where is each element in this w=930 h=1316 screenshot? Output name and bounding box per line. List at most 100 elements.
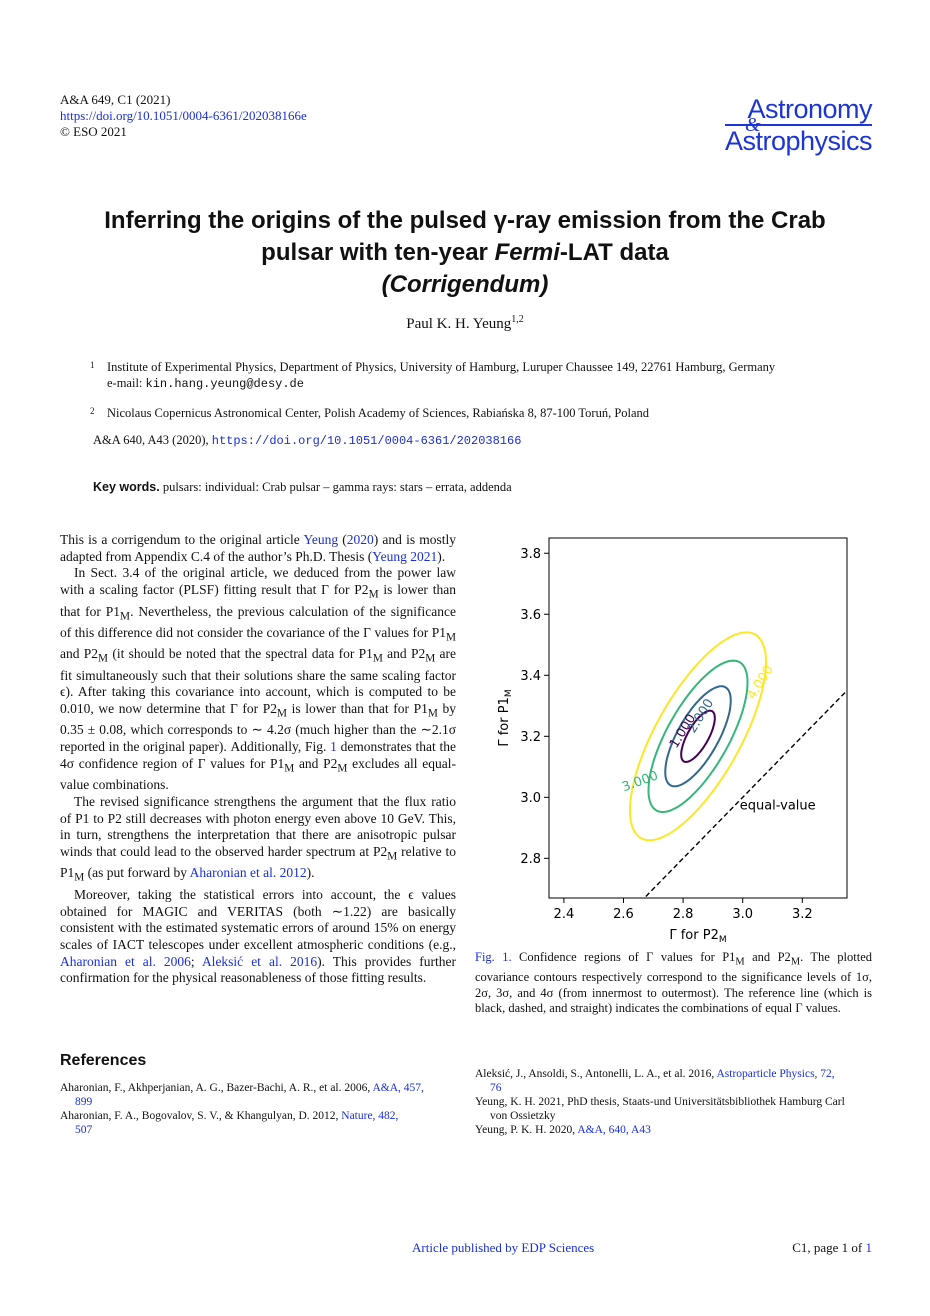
text: is lower than that for P1 [60,582,456,619]
text: In Sect. 3.4 of the original article, we… [60,565,456,598]
ref-text: von Ossietzky [490,1110,556,1122]
y-tick-label: 3.2 [520,730,541,745]
contour-3sigma [647,659,749,814]
text: demonstrates that the 4σ confidence regi… [60,739,456,771]
title-line2: pulsar with ten-year Fermi-LAT data [60,237,870,269]
cite-link[interactable]: Aharonian et al. 2012 [189,865,307,881]
title-line3: (Corrigendum) [60,269,870,301]
text: by 0.35 ± 0.08, which corresponds to ∼ 4… [60,701,456,755]
copyright: © ESO 2021 [60,124,127,139]
cite-link[interactable]: Yeung 2021 [372,548,438,564]
journal-logo[interactable]: Astronomy & Astrophysics [724,95,873,156]
subscript: M [372,652,383,665]
reference-item: Aharonian, F., Akhperjanian, A. G., Baze… [60,1081,456,1109]
email-address[interactable]: kin.hang.yeung@desy.de [145,377,304,391]
subscript: M [425,652,436,665]
figure-caption: Fig. 1. Confidence regions of Γ values f… [475,950,872,1017]
text: The revised significance strengthens the… [60,793,456,860]
text: is lower than that for P1 [287,701,428,717]
text: and P2 [60,646,99,662]
cite-link[interactable]: Yeung [303,532,339,547]
text: and P2 [382,646,426,662]
contour-label-4: 4.000 [744,663,776,703]
ref-text: Aharonian, F. A., Bogovalov, S. V., & Kh… [60,1110,342,1122]
page-prefix: C1, page 1 of [792,1240,866,1255]
y-tick-label: 2.8 [520,852,541,867]
x-axis-label: Γ for P2M [669,928,726,945]
reference-item: Aleksić, J., Ansoldi, S., Antonelli, L. … [475,1067,871,1095]
affiliation-num: 2 [90,406,95,416]
subscript: M [387,850,398,863]
cite-link[interactable]: Aharonian et al. 2006 [60,953,191,969]
text: ; [190,953,202,969]
y-tick-label: 3.0 [520,791,541,806]
text: (as put forward by [84,865,190,881]
ref-link[interactable]: 76 [490,1082,502,1094]
doi-link[interactable]: https://doi.org/10.1051/0004-6361/202038… [60,108,307,123]
ref-text: Yeung, K. H. 2021, PhD thesis, Staats-un… [475,1096,845,1108]
contour-4sigma [628,631,768,842]
ref-link[interactable]: Astroparticle Physics, 72, [716,1068,835,1080]
title-corrigendum: (Corrigendum) [381,271,549,298]
text: ). [437,548,446,564]
ref-link[interactable]: Nature, 482, [341,1110,399,1122]
body-text: This is a corrigendum to the original ar… [60,532,456,987]
page-total[interactable]: 1 [865,1240,873,1255]
ref-link[interactable]: A&A, 457, [372,1082,424,1094]
text: are fit simultaneously such that their s… [60,646,457,717]
x-tick-label: 2.4 [554,907,575,922]
logo-ampersand: & [744,114,761,136]
paragraph-4: Moreover, taking the statistical errors … [60,887,456,987]
contour-label-3: 3.000 [620,768,660,795]
text: ). [306,865,315,881]
reference-item: Yeung, P. K. H. 2020, A&A, 640, A43 [475,1123,871,1137]
reference-item: Yeung, K. H. 2021, PhD thesis, Staats-un… [475,1095,871,1123]
affiliation-num: 1 [90,360,95,370]
keywords-text: pulsars: individual: Crab pulsar – gamma… [162,480,512,494]
footer-publisher[interactable]: Article published by EDP Sciences [412,1240,595,1255]
y-tick-label: 3.4 [520,669,541,684]
text: and P2 [294,755,338,771]
footer-page: C1, page 1 of 1 [792,1240,872,1256]
caption-label[interactable]: Fig. 1. [475,950,512,964]
author-name: Paul K. H. Yeung [406,316,512,332]
subscript: M [98,652,109,665]
references-heading: References [60,1052,147,1069]
affiliation-text: Institute of Experimental Physics, Depar… [107,360,776,374]
cite-link[interactable]: Aleksić et al. 2016 [201,953,318,969]
x-tick-label: 2.8 [673,907,694,922]
reference-line-label: equal-value [740,799,816,814]
keywords-label: Key words. [93,480,160,494]
text: excludes all equal-value combinations. [60,755,456,793]
original-doi-link[interactable]: https://doi.org/10.1051/0004-6361/202038… [211,434,522,448]
ref-link[interactable]: A&A, 640, A43 [577,1124,651,1136]
reference-item: Aharonian, F. A., Bogovalov, S. V., & Kh… [60,1109,456,1137]
x-axis-label-sub: M [719,935,727,945]
y-tick-label: 3.6 [520,608,541,623]
text: (it should be noted that the spectral da… [108,646,373,662]
ref-text: Aharonian, F., Akhperjanian, A. G., Baze… [60,1082,373,1094]
x-tick-label: 3.2 [792,907,813,922]
subscript: M [284,762,295,775]
paragraph-2: In Sect. 3.4 of the original article, we… [60,565,456,794]
subscript: M [74,872,85,885]
text: relative to P1 [60,844,456,881]
affiliation-2: 2 Nicolaus Copernicus Astronomical Cente… [90,405,880,421]
ref-link[interactable]: 899 [75,1096,93,1108]
ref-link[interactable]: 507 [75,1124,93,1136]
figure-link[interactable]: 1 [330,739,337,755]
author-line: Paul K. H. Yeung1,2 [0,314,930,333]
y-axis-label: Γ for P1M [497,689,514,746]
text: Confidence regions of Γ values for P1 [511,950,736,964]
cite-link[interactable]: 2020 [346,532,374,547]
text: Moreover, taking the statistical errors … [60,886,456,952]
paragraph-3: The revised significance strengthens the… [60,794,456,887]
affiliation-1: 1 Institute of Experimental Physics, Dep… [90,359,880,392]
subscript: M [368,588,379,601]
paragraph-1: This is a corrigendum to the original ar… [60,532,456,565]
text: This is a corrigendum to the original ar… [60,532,304,547]
logo-line1: Astronomy [724,95,873,126]
reference-line [643,690,847,898]
